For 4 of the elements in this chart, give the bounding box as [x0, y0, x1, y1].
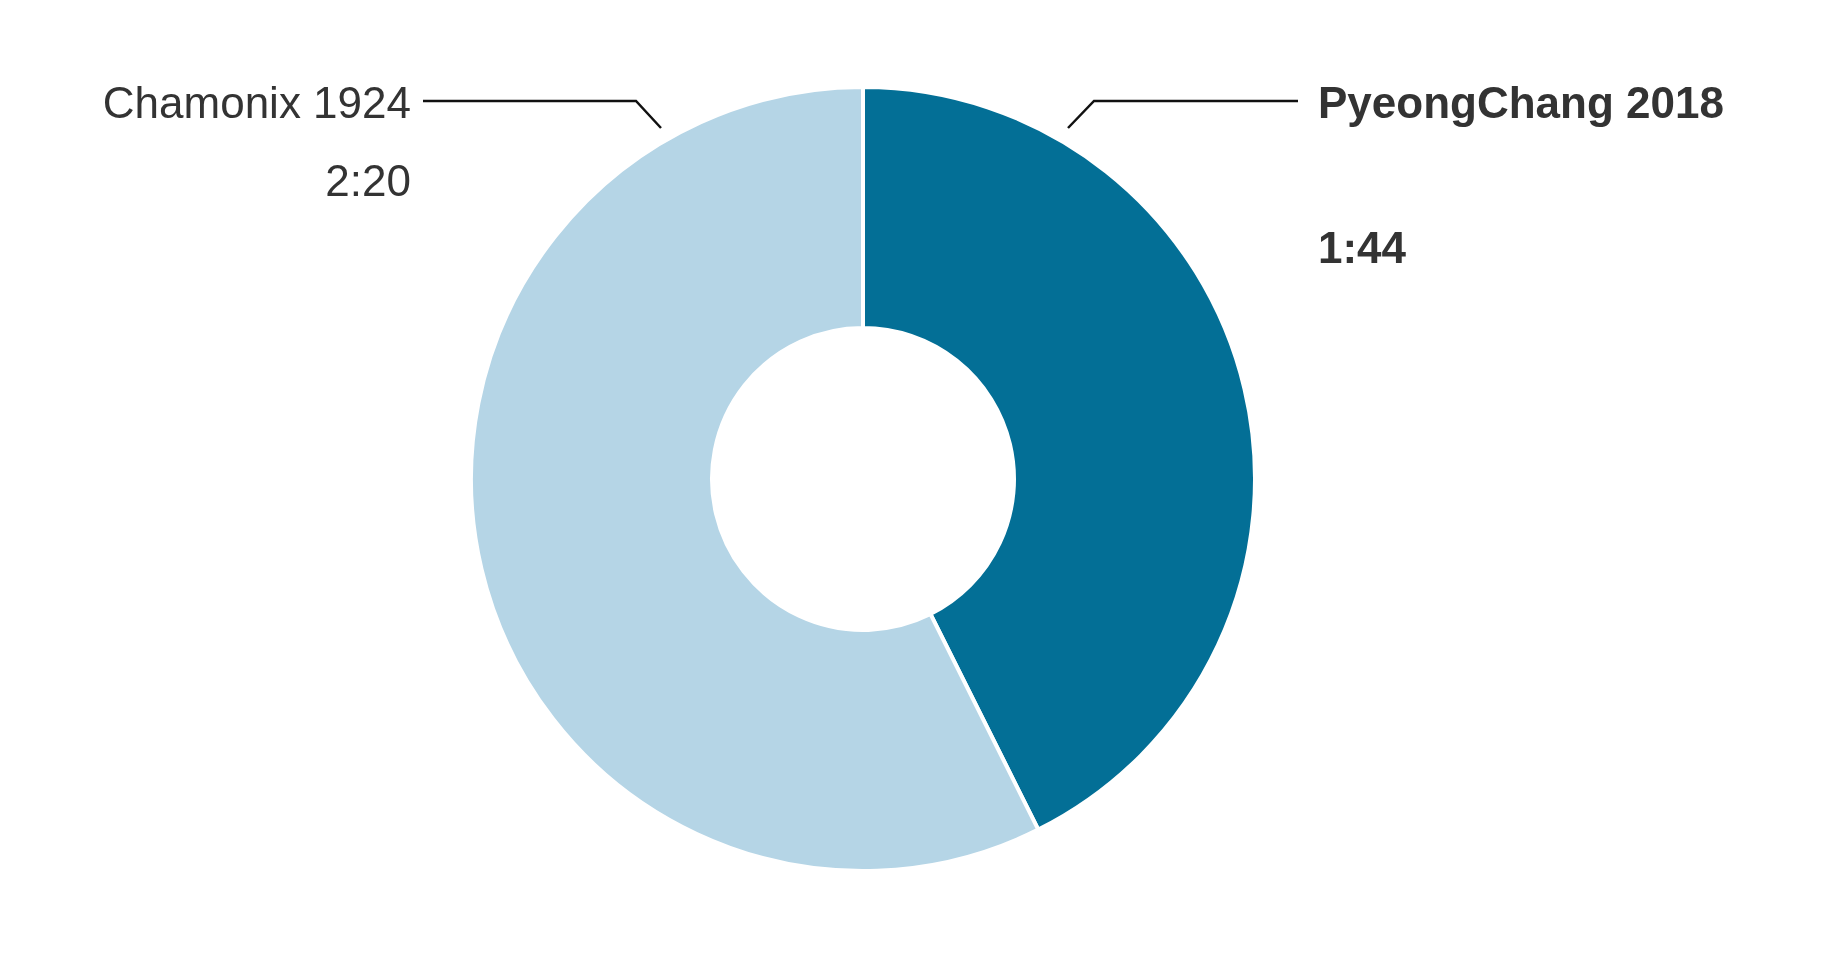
- data-label: 2:20: [325, 156, 411, 206]
- slice-label: PyeongChang 2018: [1318, 78, 1724, 128]
- slice-label: Chamonix 1924: [102, 78, 411, 128]
- data-label: 1:44: [1318, 223, 1407, 273]
